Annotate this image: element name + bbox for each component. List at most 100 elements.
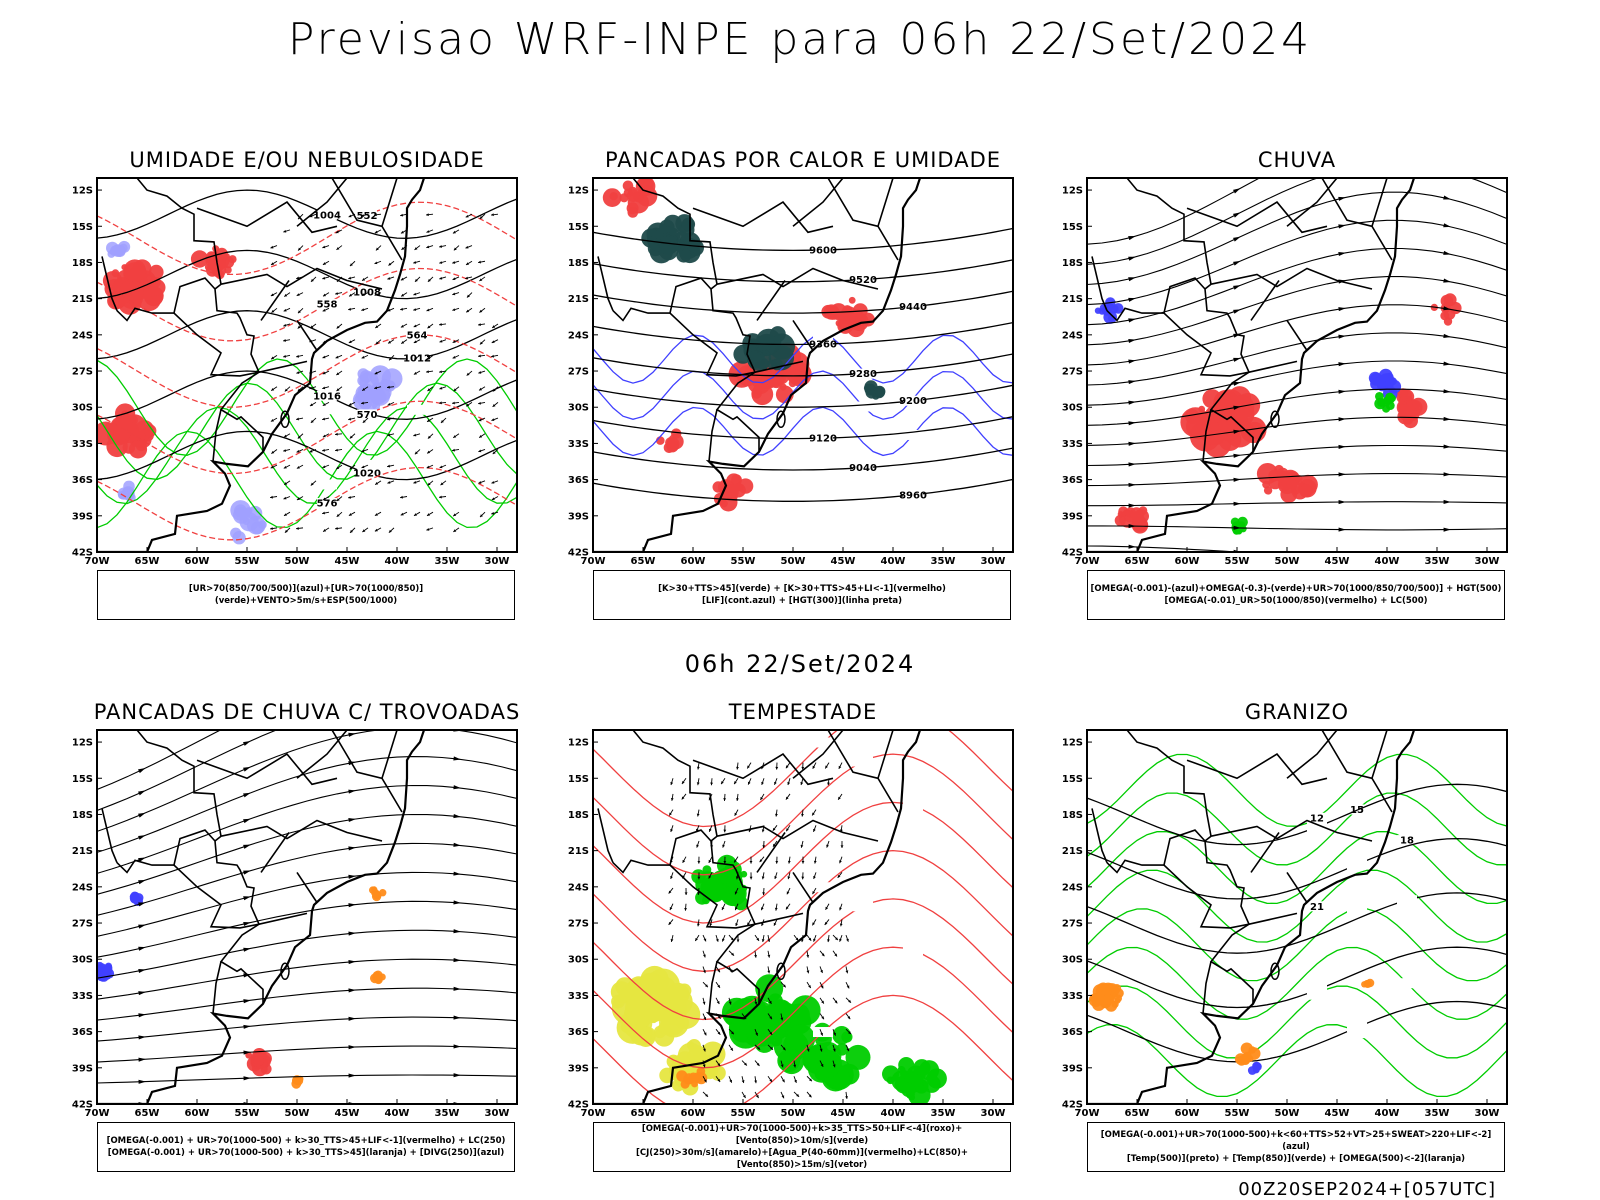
wind-vector-head	[322, 497, 326, 501]
wind-vector-head	[336, 388, 340, 392]
contour-label: 1004	[313, 210, 341, 221]
wind850-vector-head	[684, 892, 688, 896]
contour-label: 1016	[313, 391, 341, 402]
map-content	[593, 730, 1013, 1104]
lon-tick-label: 50W	[781, 556, 806, 567]
lon-tick-label: 60W	[681, 556, 706, 567]
red-instability-shade	[635, 178, 656, 196]
lat-tick-label: 27S	[72, 367, 93, 378]
wind850-vector-head	[744, 1062, 747, 1066]
streamline-arrow	[138, 1057, 146, 1062]
red-instability-shade	[627, 207, 639, 218]
wind850-green-shade	[787, 1003, 810, 1027]
streamline-arrow	[1338, 196, 1346, 201]
state-border	[116, 859, 174, 874]
streamline-arrow	[243, 792, 251, 798]
dashed-red-mark	[122, 441, 136, 454]
wind-vector-head	[348, 307, 352, 311]
map-frame	[1086, 729, 1508, 1105]
omega-orange-mark	[1114, 994, 1122, 1003]
wind-vector-head	[414, 247, 418, 250]
geopotential-streamline	[1087, 525, 1507, 531]
wind850-vector-head	[774, 781, 777, 785]
wind850-green-shade	[841, 1031, 853, 1043]
wind-vector-head	[491, 418, 495, 421]
wind850-vector-head	[820, 985, 824, 989]
contour-label-bg	[853, 274, 873, 285]
wind850-vector-head	[825, 765, 828, 769]
streamline-arrow	[1128, 256, 1136, 261]
contour-label-bg	[357, 210, 377, 221]
dashed-red-mark	[228, 255, 237, 264]
streamline-arrow	[138, 1079, 146, 1084]
map-frame	[592, 177, 1014, 553]
lat-tick-label: 21S	[72, 846, 93, 857]
wind-vector-head	[375, 482, 379, 485]
omega-orange-mark	[1236, 1056, 1247, 1066]
wind850-vector-head	[754, 1001, 758, 1005]
map-frame	[96, 177, 518, 553]
wind850-vector-head	[731, 952, 735, 956]
streamline-arrow	[138, 768, 146, 774]
water-red-contour	[593, 849, 1013, 972]
wind850-vector-head	[827, 939, 830, 943]
lat-tick-label: 21S	[1062, 846, 1083, 857]
wind-vector-head	[284, 482, 288, 485]
streamline-arrow	[1128, 421, 1136, 426]
wind-vector-head	[283, 465, 287, 469]
wind850-vector-head	[806, 970, 810, 974]
wind850-vector-head	[813, 860, 817, 864]
lat-tick-label: 36S	[568, 475, 589, 486]
wind850-vector-head	[717, 984, 720, 988]
wind-vector-head	[296, 465, 300, 469]
map-frame	[96, 729, 518, 1105]
state-border	[756, 280, 786, 321]
wind850-vector-head	[681, 780, 685, 784]
streamline-arrow	[1443, 444, 1451, 449]
wind850-vector-head	[669, 812, 672, 816]
contour-label-bg	[903, 301, 923, 312]
wind850-vector-head	[697, 861, 701, 864]
wind-vector-head	[322, 371, 326, 375]
wind-vector-head	[427, 435, 431, 439]
thickness-contour	[97, 201, 517, 276]
lon-tick-label: 45W	[1325, 556, 1350, 567]
map-panel-1: 1004100810121016102057657056455855212S15…	[72, 177, 518, 567]
wind850-vector-head	[813, 828, 816, 832]
lon-tick-label: 65W	[1125, 1108, 1150, 1119]
streamline-arrow	[1128, 235, 1136, 241]
wind-vector-head	[413, 513, 417, 516]
wind850-vector-head	[670, 782, 674, 785]
contour-label-bg	[853, 462, 873, 473]
wind850-vector-head	[835, 937, 838, 941]
contour-label: 18	[1400, 836, 1414, 847]
panel-title-2: PANCADAS POR CALOR E UMIDADE	[604, 148, 1002, 172]
wind850-green-shade	[815, 1041, 842, 1069]
lon-tick-label: 55W	[1225, 1108, 1250, 1119]
lat-tick-label: 18S	[72, 810, 93, 821]
wind850-vector-head	[759, 859, 763, 863]
wind-vector-head	[440, 420, 444, 423]
wind850-vector-head	[812, 765, 816, 769]
wind850-green-shade	[702, 865, 712, 874]
contour-label-bg	[407, 329, 427, 340]
lat-tick-label: 12S	[72, 186, 93, 197]
streamline-arrow	[453, 986, 461, 991]
contour-label-bg	[853, 901, 873, 912]
wind850-vector-head	[821, 1016, 824, 1020]
streamline-arrow	[243, 818, 251, 824]
wind-vector-head	[361, 465, 365, 469]
wind-vector-head	[335, 230, 339, 234]
wind-vector-head	[298, 247, 301, 251]
wind-vector-head	[492, 451, 496, 455]
lat-tick-label: 33S	[1062, 991, 1083, 1002]
temp850-contour	[1087, 831, 1507, 905]
wind850-green-shade	[814, 1067, 828, 1081]
wind850-vector-head	[785, 906, 789, 910]
lon-tick-label: 45W	[831, 556, 856, 567]
red-instability-shade	[788, 379, 797, 388]
wind-vector-head	[297, 435, 301, 439]
lon-tick-label: 40W	[1375, 556, 1400, 567]
wind-vector-head	[387, 464, 391, 468]
streamline-arrow	[138, 991, 146, 996]
